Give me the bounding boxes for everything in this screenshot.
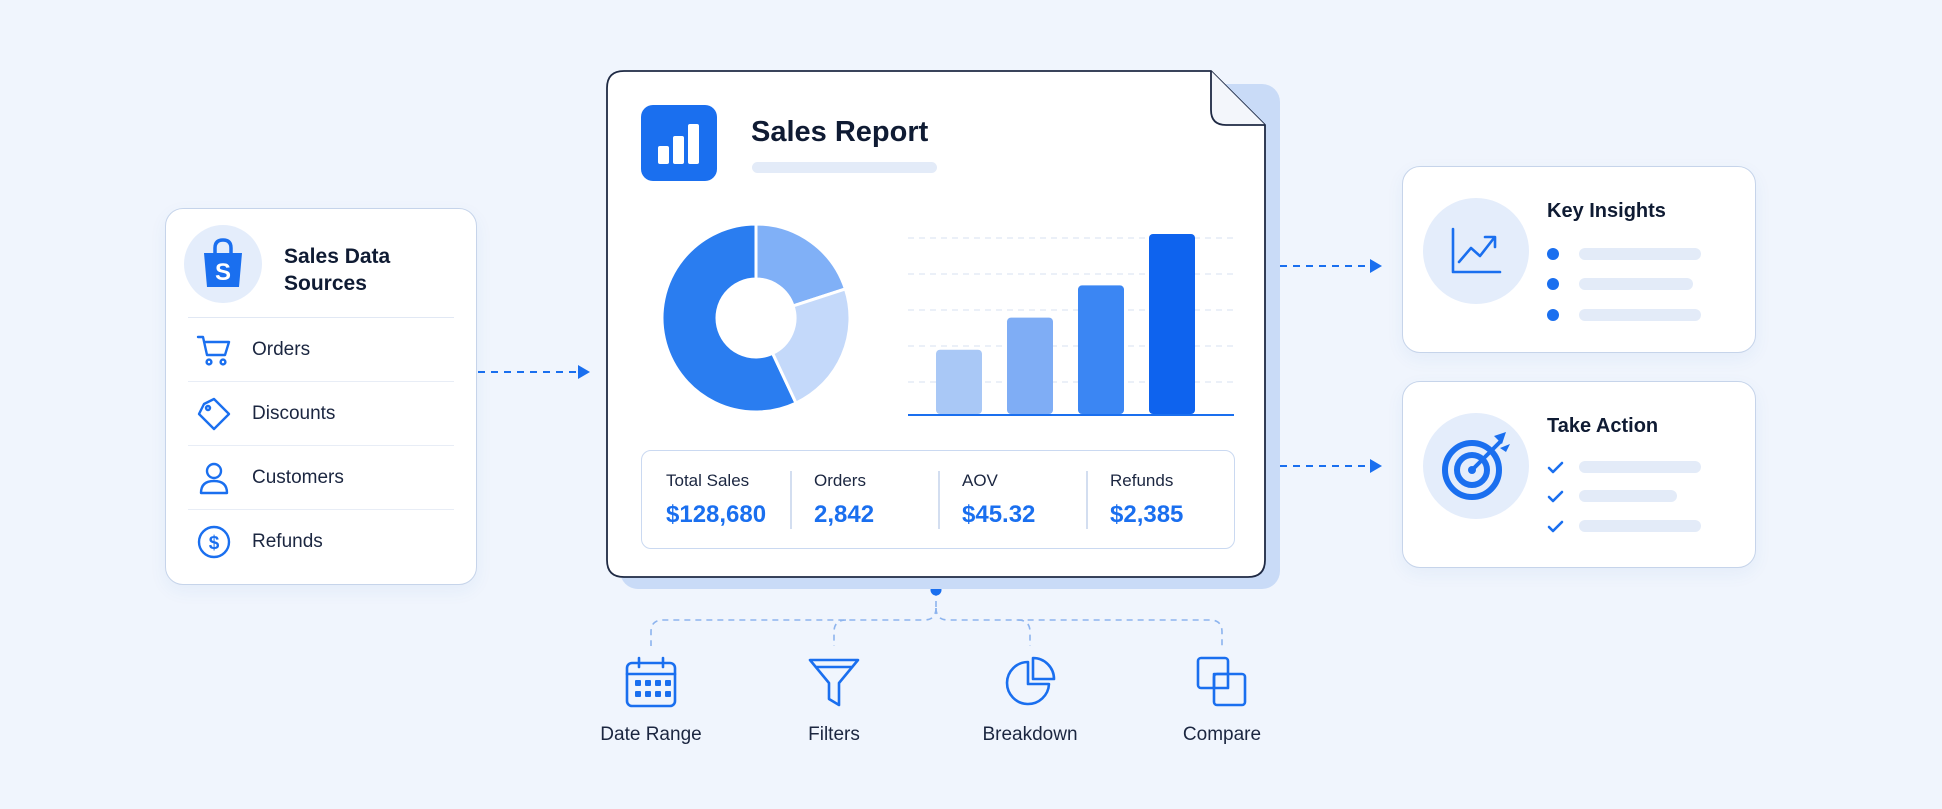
insights-title: Key Insights [1547,200,1666,222]
arrowhead-1 [578,365,590,379]
source-item-label: Orders [252,338,311,360]
metric-value: 2,842 [814,501,875,528]
metric-label: Total Sales [666,471,750,490]
action-row [1547,519,1701,533]
donut-segment [754,222,848,308]
report-title: Sales Report [751,116,929,148]
metric-aov: AOV $45.32 [938,451,1086,548]
check-icon [1547,460,1565,474]
placeholder-line [1579,490,1677,502]
placeholder-line [1579,461,1701,473]
source-item-orders[interactable]: Orders [188,318,454,382]
tool-breakdown[interactable]: Breakdown [960,652,1100,746]
bar-chart-icon [641,105,717,181]
tag-icon [194,394,234,434]
bar-chart [908,234,1234,416]
sources-list: Orders Discounts Custome [188,317,454,573]
metric-label: AOV [962,471,998,490]
tool-label: Date Range [600,724,702,745]
check-icon [1547,519,1565,533]
svg-text:S: S [215,259,231,286]
funnel-icon [764,652,904,712]
metric-refunds: Refunds $2,385 [1086,451,1234,548]
bullet-dot [1547,309,1559,321]
tools-tree [650,590,1223,646]
metric-value: $2,385 [1110,501,1184,528]
metric-label: Refunds [1110,471,1174,490]
sources-title: Sales Data Sources [284,245,391,295]
tool-label: Compare [1182,724,1262,745]
source-item-customers[interactable]: Customers [188,446,454,510]
bullet-dot [1547,248,1559,260]
metric-value: $128,680 [666,501,767,528]
source-item-refunds[interactable]: $ Refunds [188,510,454,573]
metric-label: Orders [814,471,866,490]
metrics-panel: Total Sales $128,680 Orders 2,842 AOV $4… [641,450,1235,549]
tool-label: Breakdown [982,724,1078,745]
check-icon [1547,489,1565,503]
tool-date-range[interactable]: Date Range [581,652,721,746]
placeholder-line [1579,248,1701,260]
sales-data-sources-card: S Sales Data Sources Orders [165,208,477,585]
sales-report-card: Sales Report Total Sales $128,680 Orders… [606,70,1266,578]
donut-segment [770,287,852,406]
bar [1078,285,1124,414]
page-fold [1210,71,1265,126]
donut-segment [660,222,799,414]
tool-label: Filters [808,724,860,745]
placeholder-line [1579,309,1701,321]
user-icon [194,458,234,498]
report-subtitle-placeholder [752,162,937,173]
action-row [1547,489,1677,503]
insight-row [1547,277,1693,291]
donut-chart [660,222,852,414]
bar [1007,317,1053,414]
dollar-circle-icon: $ [194,522,234,562]
insight-row [1547,247,1701,261]
placeholder-line [1579,520,1701,532]
calendar-icon [581,652,721,712]
bar [1149,234,1195,414]
insight-row [1547,308,1701,322]
action-title: Take Action [1547,415,1659,437]
compare-icon [1152,652,1292,712]
sources-header: S Sales Data Sources [184,225,458,305]
metric-value: $45.32 [962,501,1036,528]
arrowhead-2 [1370,259,1382,273]
trend-up-icon [1423,198,1529,304]
arrowhead-3 [1370,459,1382,473]
source-item-label: Customers [252,466,344,488]
bullet-dot [1547,278,1559,290]
tool-compare[interactable]: Compare [1152,652,1292,746]
target-icon [1423,413,1529,519]
shopping-bag-icon: S [184,225,262,303]
action-row [1547,460,1701,474]
metric-total-sales: Total Sales $128,680 [642,451,790,548]
key-insights-card: Key Insights [1402,166,1756,353]
bar [936,349,982,414]
placeholder-line [1579,278,1693,290]
tool-filters[interactable]: Filters [764,652,904,746]
take-action-card: Take Action [1402,381,1756,568]
svg-text:$: $ [209,533,220,554]
cart-icon [194,330,234,370]
source-item-label: Discounts [252,402,336,424]
source-item-discounts[interactable]: Discounts [188,382,454,446]
pie-chart-icon [960,652,1100,712]
source-item-label: Refunds [252,530,323,552]
metric-orders: Orders 2,842 [790,451,938,548]
